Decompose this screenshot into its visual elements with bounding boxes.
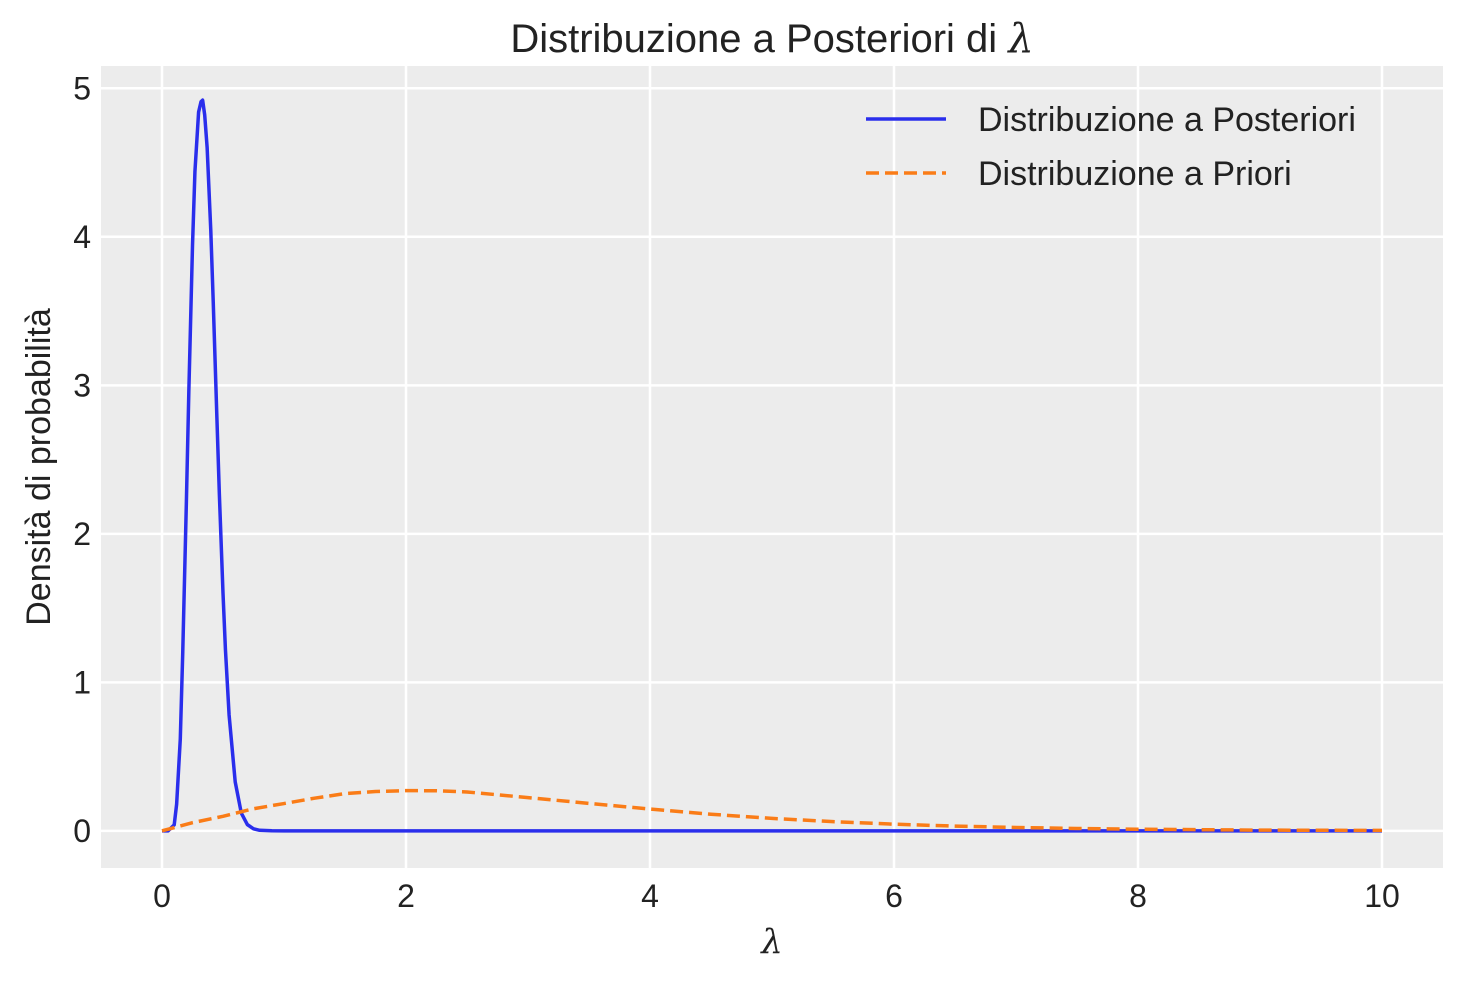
x-tick-label: 0 <box>153 878 171 914</box>
legend-label-prior: Distribuzione a Priori <box>978 155 1292 193</box>
x-tick-label: 6 <box>885 878 903 914</box>
y-tick-label: 5 <box>73 70 91 106</box>
chart-title-text: Distribuzione a Posteriori di <box>510 17 997 61</box>
y-tick-label: 3 <box>73 367 91 403</box>
x-tick-label: 2 <box>397 878 415 914</box>
x-tick-label: 10 <box>1364 878 1400 914</box>
series-line-1 <box>161 788 1383 833</box>
legend: Distribuzione a Posteriori Distribuzione… <box>866 101 1356 193</box>
y-tick-label: 0 <box>73 813 91 849</box>
y-tick-label: 1 <box>73 664 91 700</box>
series-layer <box>161 98 1383 833</box>
x-tick-label: 8 <box>1129 878 1147 914</box>
legend-label-posterior: Distribuzione a Posteriori <box>978 101 1356 139</box>
plot-area <box>101 66 1443 868</box>
y-tick-label: 4 <box>73 219 91 255</box>
x-tick-label: 4 <box>641 878 659 914</box>
x-axis-label: λ <box>759 922 783 962</box>
y-tick-label: 2 <box>73 516 91 552</box>
series-line-0 <box>162 98 1382 833</box>
y-axis-label: Densità di probabilità <box>20 308 58 626</box>
chart-title-symbol: λ <box>1006 16 1033 62</box>
tick-labels: 0 2 4 6 8 10 0 1 2 3 4 5 <box>73 70 1400 914</box>
chart-title: Distribuzione a Posteriori di λ <box>510 16 1033 62</box>
